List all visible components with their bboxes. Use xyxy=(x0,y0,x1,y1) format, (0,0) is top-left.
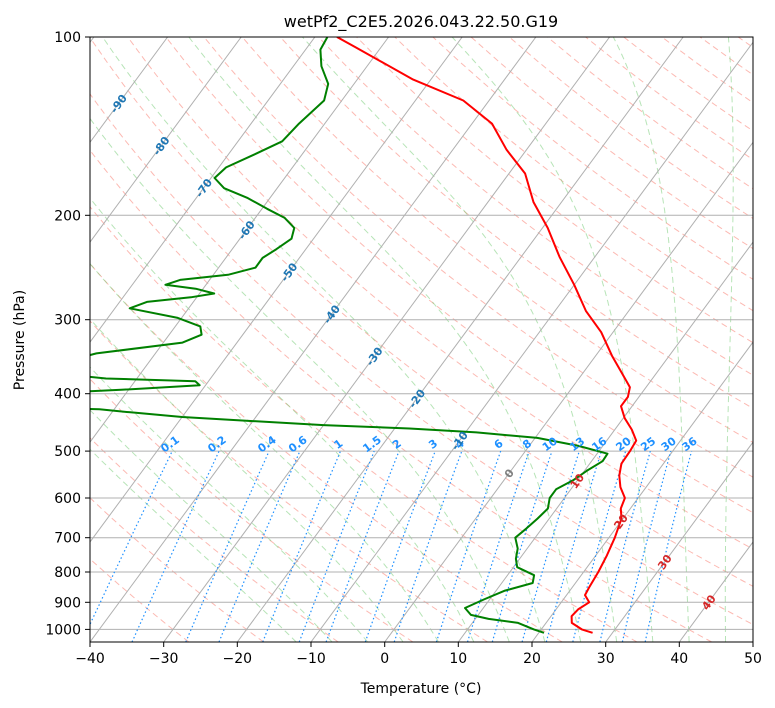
dry-adiabat xyxy=(165,37,753,514)
mixing-ratio-line xyxy=(393,450,463,642)
y-tick-label: 900 xyxy=(54,595,81,611)
moist-adiabat xyxy=(451,37,654,642)
chart-title: wetPf2_C2E5.2026.043.22.50.G19 xyxy=(284,12,558,32)
mixing-ratio-line xyxy=(545,450,602,642)
plot-frame xyxy=(89,36,754,643)
dry-adiabat xyxy=(90,378,414,642)
isotherm-line xyxy=(531,341,753,642)
y-tick-label: 600 xyxy=(54,491,81,507)
mixing-ratio-line xyxy=(621,450,672,642)
x-tick-label: −10 xyxy=(296,651,326,667)
mixing-ratio-line xyxy=(325,450,400,642)
x-tick-label: −20 xyxy=(223,651,253,667)
y-tick-label: 800 xyxy=(54,565,81,581)
moist-adiabat xyxy=(724,37,734,642)
mixing-ratio-line xyxy=(466,450,530,642)
x-tick-label: 50 xyxy=(744,651,762,667)
x-tick-label: 20 xyxy=(523,651,541,667)
y-tick-label: 1000 xyxy=(45,622,81,638)
dry-adiabat xyxy=(356,37,753,344)
dry-adiabat xyxy=(90,37,753,587)
moist-adiabat xyxy=(90,448,297,642)
x-tick-label: 40 xyxy=(670,651,688,667)
moist-adiabat xyxy=(90,318,404,642)
isotherm-line xyxy=(310,41,753,642)
moist-adiabat xyxy=(102,37,546,642)
mixing-ratio-line xyxy=(521,450,580,642)
moist-adiabat xyxy=(90,262,439,642)
mixing-ratio-line xyxy=(572,450,627,642)
x-tick-label: 0 xyxy=(380,651,389,667)
mixing-ratio-line xyxy=(644,450,693,642)
mixing-ratio-line xyxy=(262,450,342,642)
y-tick-label: 300 xyxy=(54,313,81,329)
x-tick-label: 30 xyxy=(597,651,615,667)
x-tick-label: 10 xyxy=(449,651,467,667)
isotherm-line xyxy=(457,241,753,642)
y-tick-label: 200 xyxy=(54,208,81,224)
temperature-line xyxy=(336,37,638,634)
y-tick-label: 500 xyxy=(54,444,81,460)
isotherm-line xyxy=(90,37,242,243)
x-tick-label: −30 xyxy=(149,651,179,667)
axis-layer: −40 −30 −20 −10 0 10 20 30 40 50 100 200 300 400 500 60… xyxy=(45,30,762,667)
dry-adiabat xyxy=(279,37,753,410)
dry-adiabat xyxy=(318,37,753,376)
mixing-ratio-line xyxy=(599,450,651,642)
dry-adiabat xyxy=(90,205,638,642)
isotherm-line xyxy=(90,37,463,543)
dewpoint-line xyxy=(90,37,609,634)
y-tick-label: 400 xyxy=(54,387,81,403)
isotherm-line xyxy=(90,37,316,343)
moist-adiabat xyxy=(302,37,618,642)
moist-adiabat xyxy=(612,37,690,642)
isotherm-line xyxy=(605,441,753,642)
isotherm-line xyxy=(384,141,753,642)
grid-layer xyxy=(90,37,753,642)
isotherm-line xyxy=(90,37,169,144)
moist-adiabat xyxy=(188,37,582,642)
mixing-ratio-line xyxy=(298,450,375,642)
isotherm-line xyxy=(163,37,611,642)
dry-adiabat xyxy=(90,93,753,626)
y-tick-label: 700 xyxy=(54,531,81,547)
mixing-ratio-line xyxy=(364,450,436,642)
isotherm-line xyxy=(90,37,537,642)
moist-adiabat xyxy=(90,117,510,642)
isotherm-line xyxy=(90,37,390,443)
dry-adiabat xyxy=(90,149,712,642)
series-layer xyxy=(90,37,638,634)
isotherm-line xyxy=(236,37,684,642)
mixing-ratio-line xyxy=(218,450,301,642)
mixing-ratio-line xyxy=(491,450,553,642)
moist-adiabat xyxy=(90,409,333,642)
mixing-ratio-line xyxy=(435,450,502,642)
y-tick-label: 100 xyxy=(54,30,81,46)
y-axis-label: Pressure (hPa) xyxy=(12,290,28,390)
mixing-ratio-line xyxy=(185,450,270,642)
x-axis-label: Temperature (°C) xyxy=(360,681,482,697)
x-tick-label: −40 xyxy=(75,651,105,667)
